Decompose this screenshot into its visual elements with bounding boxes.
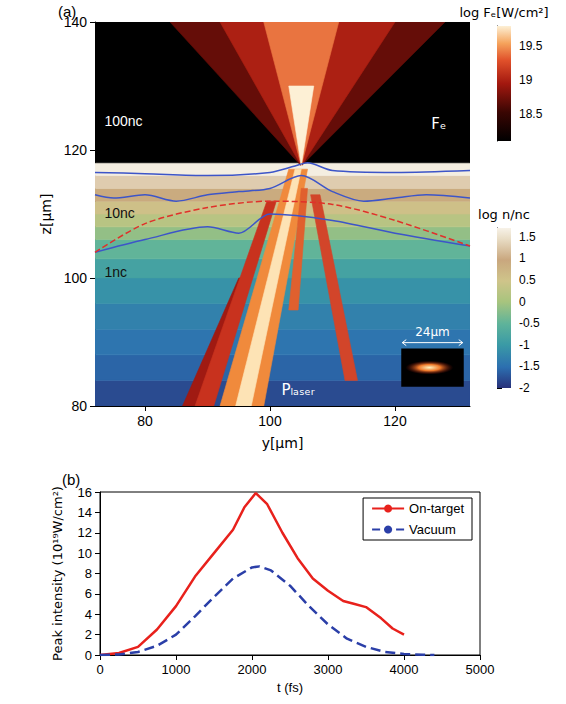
- svg-text:0.5: 0.5: [519, 273, 536, 287]
- svg-text:z[μm]: z[μm]: [38, 194, 54, 235]
- svg-text:0: 0: [96, 662, 103, 677]
- svg-text:120: 120: [64, 142, 88, 158]
- svg-text:19.5: 19.5: [519, 39, 543, 53]
- svg-text:1nc: 1nc: [104, 264, 127, 280]
- svg-text:-1.5: -1.5: [519, 359, 540, 373]
- svg-text:16: 16: [77, 484, 92, 500]
- svg-text:24μm: 24μm: [415, 325, 450, 339]
- svg-text:12: 12: [78, 525, 92, 540]
- svg-text:8: 8: [85, 566, 92, 581]
- svg-text:1000: 1000: [162, 662, 191, 677]
- svg-text:4: 4: [85, 607, 92, 622]
- svg-text:1: 1: [519, 251, 526, 265]
- svg-text:(a): (a): [58, 3, 76, 20]
- svg-text:4000: 4000: [390, 662, 419, 677]
- svg-text:100: 100: [64, 270, 88, 286]
- svg-text:100nc: 100nc: [104, 113, 142, 129]
- svg-text:y[μm]: y[μm]: [262, 435, 304, 451]
- svg-text:5000: 5000: [466, 662, 495, 677]
- svg-text:(b): (b): [62, 471, 80, 488]
- svg-text:Pₗₐₛₑᵣ: Pₗₐₛₑᵣ: [282, 381, 315, 399]
- svg-text:-2: -2: [519, 381, 530, 395]
- svg-text:log n/nc: log n/nc: [478, 207, 530, 222]
- svg-text:120: 120: [383, 413, 407, 429]
- svg-text:1.5: 1.5: [519, 230, 536, 244]
- svg-text:18.5: 18.5: [519, 107, 543, 121]
- svg-text:0: 0: [85, 648, 92, 663]
- svg-text:19: 19: [519, 73, 533, 87]
- svg-text:10nc: 10nc: [104, 205, 134, 221]
- svg-text:Peak intensity (10¹⁹W/cm²): Peak intensity (10¹⁹W/cm²): [50, 486, 65, 661]
- svg-text:6: 6: [85, 586, 92, 601]
- svg-text:-0.5: -0.5: [519, 316, 540, 330]
- svg-text:100: 100: [258, 413, 282, 429]
- svg-text:2: 2: [85, 627, 92, 642]
- svg-text:10: 10: [78, 546, 92, 561]
- svg-text:Fₑ: Fₑ: [431, 115, 446, 133]
- svg-text:t (fs): t (fs): [277, 680, 303, 695]
- svg-text:0: 0: [519, 295, 526, 309]
- svg-text:2000: 2000: [238, 662, 267, 677]
- svg-text:80: 80: [137, 413, 153, 429]
- svg-text:On-target: On-target: [409, 501, 464, 516]
- svg-text:-1: -1: [519, 338, 530, 352]
- svg-text:14: 14: [78, 505, 92, 520]
- svg-text:3000: 3000: [314, 662, 343, 677]
- svg-text:log Fₑ[W/cm²]: log Fₑ[W/cm²]: [459, 5, 548, 20]
- svg-text:140: 140: [63, 14, 87, 30]
- svg-text:Vacuum: Vacuum: [409, 522, 456, 537]
- svg-text:80: 80: [71, 398, 87, 414]
